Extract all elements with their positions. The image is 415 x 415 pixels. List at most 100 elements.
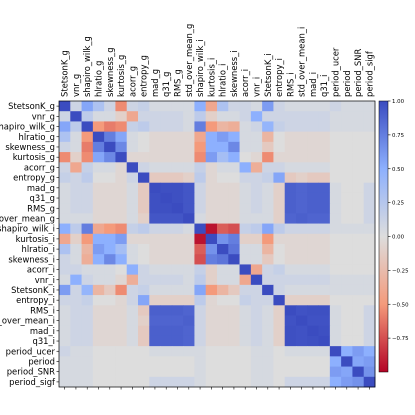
heatmap-cell xyxy=(92,203,105,214)
heatmap-cell xyxy=(138,284,150,296)
colorbar-tick-label: 0.00 xyxy=(392,235,405,241)
heatmap-cell xyxy=(296,172,308,184)
heatmap-cell xyxy=(341,213,353,224)
heatmap-cell xyxy=(205,152,218,163)
heatmap-cell xyxy=(250,305,263,316)
heatmap-cell xyxy=(183,182,195,194)
heatmap-cell xyxy=(250,182,263,194)
heatmap-cell xyxy=(115,213,128,224)
heatmap-cell xyxy=(284,121,297,133)
heatmap-cell xyxy=(59,141,71,153)
heatmap-cell xyxy=(183,244,195,255)
x-tick-labels: StetsonK_g vnr_g shapiro_wilk_g hlratio_g sk… xyxy=(60,24,375,97)
heatmap-cell xyxy=(160,233,173,245)
heatmap-cell xyxy=(262,284,274,296)
heatmap-cell xyxy=(126,325,139,337)
heatmap-cell xyxy=(149,376,161,388)
heatmap-cell xyxy=(115,274,128,286)
heatmap-cell xyxy=(307,376,319,388)
heatmap-cell xyxy=(138,162,150,173)
heatmap-cell xyxy=(217,172,229,184)
x-tick-label: StetsonK_g xyxy=(60,50,70,97)
heatmap-cell xyxy=(341,356,353,367)
heatmap-cell xyxy=(363,356,376,367)
heatmap-cell xyxy=(217,305,229,316)
y-tick-labels: StetsonK_gvnr_gshapiro_wilk_ghlratio_gsk… xyxy=(0,101,56,387)
heatmap-cell xyxy=(70,284,82,296)
x-tick-label: entropy_g xyxy=(139,55,149,97)
heatmap-cell xyxy=(296,284,308,296)
heatmap-cell xyxy=(171,295,184,306)
heatmap-cell xyxy=(228,233,240,245)
heatmap-cell xyxy=(318,213,331,224)
heatmap-cell xyxy=(273,315,286,327)
heatmap-cell xyxy=(81,203,94,214)
heatmap-cell xyxy=(239,223,252,235)
heatmap-cell xyxy=(296,305,308,316)
heatmap-cell xyxy=(115,162,128,173)
y-tick-label: shapiro_wilk_i xyxy=(0,224,55,234)
heatmap-cell xyxy=(228,284,240,296)
heatmap-cell xyxy=(296,346,308,357)
heatmap-cell xyxy=(205,315,218,327)
heatmap-cell xyxy=(273,254,286,265)
heatmap-cell xyxy=(250,254,263,265)
heatmap-cell xyxy=(284,305,297,316)
heatmap-cell xyxy=(160,325,173,337)
heatmap-cell xyxy=(363,305,376,316)
heatmap-cell xyxy=(171,346,184,357)
heatmap-cell xyxy=(329,376,342,388)
heatmap-cell xyxy=(205,111,218,122)
heatmap-cell xyxy=(59,264,71,276)
heatmap-cell xyxy=(149,295,161,306)
heatmap-cell xyxy=(171,152,184,163)
heatmap-cell xyxy=(183,152,195,163)
heatmap-cell xyxy=(341,315,353,327)
heatmap-cell xyxy=(329,315,342,327)
heatmap-cell xyxy=(149,335,161,347)
heatmap-cell xyxy=(363,141,376,153)
heatmap-cell xyxy=(81,233,94,245)
heatmap-cell xyxy=(239,264,252,276)
heatmap-cell xyxy=(250,295,263,306)
x-tick-label: entropy_i xyxy=(274,58,284,97)
heatmap-cell xyxy=(296,131,308,143)
heatmap-cell xyxy=(171,233,184,245)
heatmap-cell xyxy=(205,101,218,112)
heatmap-cell xyxy=(273,152,286,163)
heatmap-cell xyxy=(70,172,82,184)
heatmap-cell xyxy=(92,111,105,122)
heatmap-cell xyxy=(329,101,342,112)
heatmap-cell xyxy=(59,131,71,143)
heatmap-cell xyxy=(138,111,150,122)
heatmap-cell xyxy=(92,233,105,245)
heatmap-cell xyxy=(171,305,184,316)
heatmap-cell xyxy=(273,305,286,316)
x-tick-label: q31_g xyxy=(161,72,171,97)
heatmap-cell xyxy=(171,182,184,194)
heatmap-cell xyxy=(70,162,82,173)
heatmap-cell xyxy=(171,244,184,255)
heatmap-cell xyxy=(217,141,229,153)
heatmap-cell xyxy=(250,141,263,153)
heatmap-cell xyxy=(318,254,331,265)
heatmap-cell xyxy=(70,305,82,316)
heatmap-cell xyxy=(183,233,195,245)
heatmap-cell xyxy=(160,274,173,286)
heatmap-cell xyxy=(92,192,105,204)
heatmap-cell xyxy=(284,223,297,235)
heatmap-cell xyxy=(194,254,207,265)
heatmap-cell xyxy=(239,152,252,163)
heatmap-cell xyxy=(318,111,331,122)
heatmap-cell xyxy=(149,315,161,327)
heatmap-cell xyxy=(228,162,240,173)
heatmap-cell xyxy=(296,376,308,388)
heatmap-cell xyxy=(250,264,263,276)
heatmap-cell xyxy=(363,213,376,224)
heatmap-cell xyxy=(250,366,263,378)
heatmap-cell xyxy=(138,305,150,316)
heatmap-cell xyxy=(307,131,319,143)
heatmap-cell xyxy=(217,223,229,235)
heatmap-cell xyxy=(205,254,218,265)
heatmap-cell xyxy=(329,162,342,173)
